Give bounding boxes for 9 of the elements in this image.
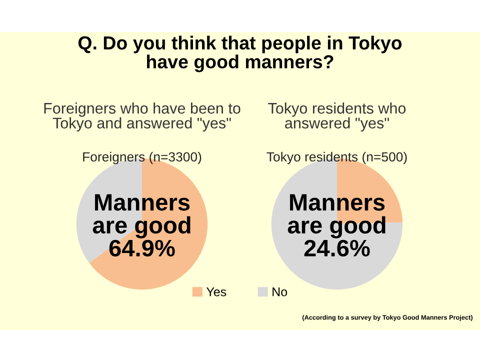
- chart-subtitle: Tokyo residents who answered "yes": [268, 102, 406, 132]
- legend-label: Yes: [206, 288, 226, 296]
- text: Tokyo residents (n=500): [266, 152, 407, 164]
- chart-title: Q. Do you think that people in Tokyo have good manners?: [78, 36, 402, 72]
- text: Foreigners (n=3300): [83, 152, 202, 164]
- legend-label: No: [272, 288, 288, 296]
- text: Manners are good 24.6%: [288, 194, 386, 257]
- text: Manners are good 64.9%: [92, 194, 190, 257]
- chart-subtitle: Foreigners who have been to Tokyo and answered "yes": [44, 102, 240, 132]
